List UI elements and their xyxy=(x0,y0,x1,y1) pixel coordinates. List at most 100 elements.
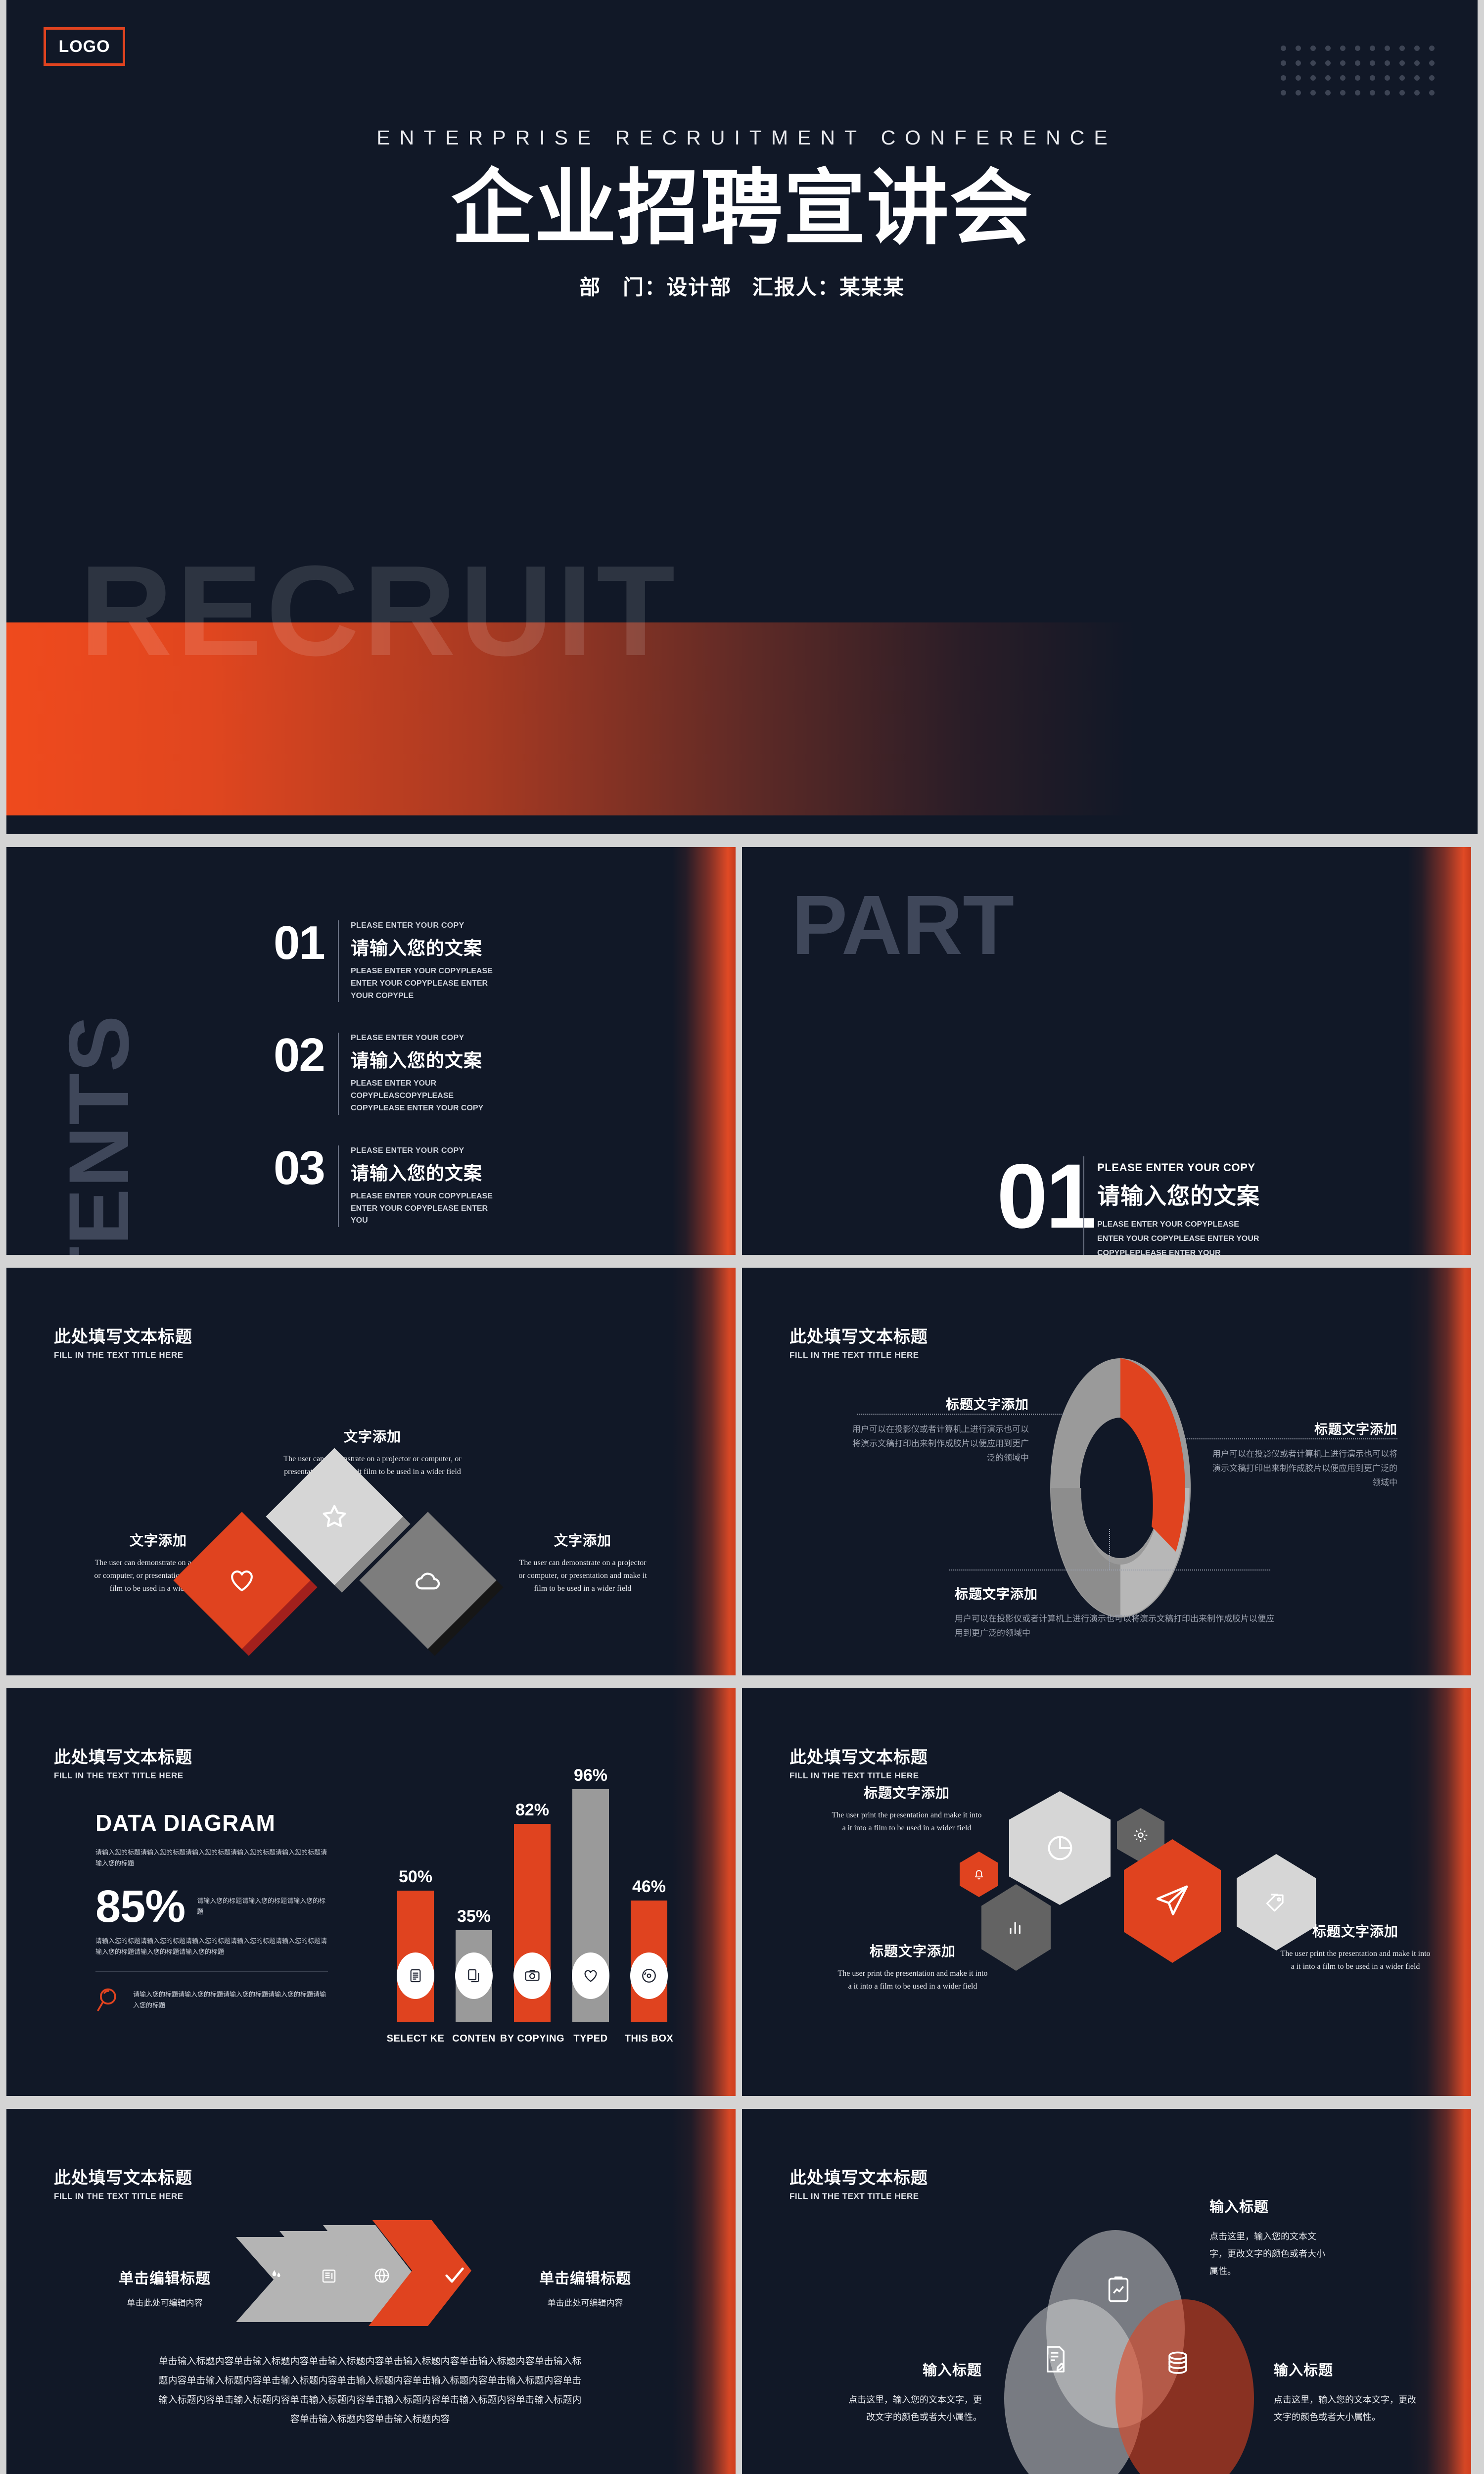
diamond-body: The user can demonstrate on a projector … xyxy=(283,1455,462,1476)
hex-tag[interactable] xyxy=(1237,1854,1316,1951)
toc-label-cn: 请输入您的文案 xyxy=(351,1050,482,1071)
slide-hexagons[interactable]: 此处填写文本标题 FILL IN THE TEXT TITLE HERE xyxy=(742,1688,1471,2096)
disc-icon xyxy=(630,1952,668,1999)
toc-item[interactable]: 01 PLEASE ENTER YOUR COPY 请输入您的文案 PLEASE… xyxy=(274,919,580,1002)
bar-group[interactable]: 82% BY COPYING xyxy=(500,1801,564,2044)
diamond-card-star[interactable] xyxy=(266,1448,403,1585)
bar-value-label: 35% xyxy=(457,1907,491,1926)
heart-icon xyxy=(228,1566,256,1595)
big-percent-desc: 请输入您的标题请输入您的标题请输入您的标题 xyxy=(197,1897,326,1915)
news-icon xyxy=(320,2267,338,2285)
page-title-cn: 此处填写文本标题 xyxy=(789,2169,928,2188)
data-diagram-title: DATA DIAGRAM xyxy=(95,1810,276,1836)
part-word: PART xyxy=(791,878,1015,972)
cover-meta: 部 门：设计部 汇报人：某某某 xyxy=(6,271,1478,301)
venn-heading: 输入标题 xyxy=(922,2363,982,2379)
hex-paper-plane[interactable] xyxy=(1124,1839,1221,1963)
cover-title-cn: 企业招聘宣讲会 xyxy=(451,163,1033,254)
cover-orange-band xyxy=(6,622,1134,815)
toc-en-body: PLEASE ENTER YOUR COPYPLEASE ENTER YOUR … xyxy=(351,967,493,1000)
toc-en-top: PLEASE ENTER YOUR COPY xyxy=(351,1034,464,1043)
page-title-cn: 此处填写文本标题 xyxy=(789,1328,928,1346)
slide-venn-diagram[interactable]: 此处填写文本标题 FILL IN THE TEXT TITLE HERE xyxy=(742,2109,1471,2474)
slide-part-divider[interactable]: PART 01 PLEASE ENTER YOUR COPY 请输入您的文案 P… xyxy=(742,847,1471,1255)
edge-glow xyxy=(672,1268,736,1675)
diamond-text-top: 文字添加 The user can demonstrate on a proje… xyxy=(274,1426,471,1478)
venn-heading: 输入标题 xyxy=(1209,2199,1269,2215)
venn-circle-right[interactable] xyxy=(1115,2299,1254,2474)
heart-icon xyxy=(572,1952,609,1999)
hex-text-bottom-right: 标题文字添加 The user print the presentation a… xyxy=(1279,1921,1432,1973)
bar-value-label: 82% xyxy=(515,1801,550,1819)
bar-group[interactable]: 46% THIS BOX xyxy=(625,1877,673,2044)
clipboard-chart-icon xyxy=(1106,2275,1131,2305)
slide-cover[interactable]: LOGO RECRUIT ENTERPRISE RECRUITMENT CONF… xyxy=(6,0,1478,834)
donut-body: 用户可以在投影仪或者计算机上进行演示也可以将演示文稿打印出来制作成胶片以便应用到… xyxy=(955,1614,1274,1638)
pie-chart-icon xyxy=(1044,1832,1076,1864)
bar-group[interactable]: 35% CONTEN xyxy=(452,1907,495,2044)
donut-label-right: 标题文字添加 用户可以在投影仪或者计算机上进行演示也可以将演示文稿打印出来制作成… xyxy=(1205,1419,1397,1490)
diamond-heading: 文字添加 xyxy=(343,1429,401,1444)
page-title: 此处填写文本标题 FILL IN THE TEXT TITLE HERE xyxy=(54,1744,192,1781)
diamond-card-cloud[interactable] xyxy=(359,1512,497,1649)
venn-label-right: 输入标题 点击这里，输入您的文本文字，更改文字的颜色或者大小属性。 xyxy=(1274,2359,1417,2426)
slide-bar-chart[interactable]: 此处填写文本标题 FILL IN THE TEXT TITLE HERE DAT… xyxy=(6,1688,736,2096)
bar-group[interactable]: 50% SELECT KE xyxy=(387,1867,444,2044)
bell-icon xyxy=(972,1867,986,1881)
slide-diamond-three[interactable]: 此处填写文本标题 FILL IN THE TEXT TITLE HERE 文字添… xyxy=(6,1268,736,1675)
diamond-card-heart[interactable] xyxy=(173,1512,311,1649)
venn-body: 点击这里，输入您的文本文字，更改文字的颜色或者大小属性。 xyxy=(1209,2232,1325,2277)
bar-group[interactable]: 96% TYPED xyxy=(572,1766,609,2044)
page-title-en: FILL IN THE TEXT TITLE HERE xyxy=(789,2191,919,2201)
leader-line-right xyxy=(1182,1438,1397,1439)
list-icon xyxy=(397,1952,434,1999)
bar-chart-plot: 50% SELECT KE 35% xyxy=(387,1755,704,2044)
slide-contents[interactable]: CONTENTS 01 PLEASE ENTER YOUR COPY 请输入您的… xyxy=(6,847,736,1255)
hex-pie-chart[interactable] xyxy=(1009,1791,1111,1905)
bar-category-label: CONTEN xyxy=(452,2033,496,2044)
cover-reporter: 汇报人：某某某 xyxy=(752,276,905,299)
slide-row-3: 此处填写文本标题 FILL IN THE TEXT TITLE HERE 文字添… xyxy=(0,1268,1484,1675)
page-title: 此处填写文本标题 FILL IN THE TEXT TITLE HERE xyxy=(54,2164,192,2201)
venn-label-left: 输入标题 点击这里，输入您的文本文字，更改文字的颜色或者大小属性。 xyxy=(843,2359,982,2426)
arrow-label-left: 单击编辑标题 单击此处可编辑内容 xyxy=(100,2266,229,2308)
search-icon xyxy=(95,1985,124,2014)
part-en-body: PLEASE ENTER YOUR COPYPLEASE ENTER YOUR … xyxy=(1097,1220,1259,1255)
cover-subtitle-en: ENTERPRISE RECRUITMENT CONFERENCE xyxy=(376,126,1117,149)
hex-text-bottom-left: 标题文字添加 The user print the presentation a… xyxy=(836,1941,989,1993)
toc-en-top: PLEASE ENTER YOUR COPY xyxy=(351,921,464,930)
page-title: 此处填写文本标题 FILL IN THE TEXT TITLE HERE xyxy=(54,1323,192,1360)
donut-chart-graphic xyxy=(1050,1358,1191,1618)
toc-item[interactable]: 02 PLEASE ENTER YOUR COPY 请输入您的文案 PLEASE… xyxy=(274,1032,580,1115)
page-title-en: FILL IN THE TEXT TITLE HERE xyxy=(789,1771,919,1780)
slide-row-2: CONTENTS 01 PLEASE ENTER YOUR COPY 请输入您的… xyxy=(0,847,1484,1255)
hex-bell[interactable] xyxy=(960,1852,998,1897)
page-title-en: FILL IN THE TEXT TITLE HERE xyxy=(54,1771,184,1780)
donut-body: 用户可以在投影仪或者计算机上进行演示也可以将演示文稿打印出来制作成胶片以便应用到… xyxy=(1212,1449,1397,1488)
hex-text-top-left: 标题文字添加 The user print the presentation a… xyxy=(830,1782,983,1835)
edge-glow xyxy=(672,847,736,1255)
leader-line-left xyxy=(857,1414,1065,1415)
divider xyxy=(95,1971,328,1972)
edge-glow xyxy=(1408,1688,1471,2096)
hex-heading: 标题文字添加 xyxy=(869,1944,956,1959)
donut-heading: 标题文字添加 xyxy=(955,1587,1038,1602)
camera-icon xyxy=(513,1952,551,1999)
slide-arrow-process[interactable]: 此处填写文本标题 FILL IN THE TEXT TITLE HERE xyxy=(6,2109,736,2474)
page-title: 此处填写文本标题 FILL IN THE TEXT TITLE HERE xyxy=(789,2164,928,2201)
arrow-chevron-group xyxy=(236,2220,471,2326)
search-note-row: 请输入您的标题请输入您的标题请输入您的标题请输入您的标题请输入您的标题 xyxy=(95,1985,338,2014)
table-of-contents: 01 PLEASE ENTER YOUR COPY 请输入您的文案 PLEASE… xyxy=(274,919,580,1255)
logo-badge[interactable]: LOGO xyxy=(44,27,125,66)
dot-grid-decoration xyxy=(1276,41,1439,100)
part-content: 01 PLEASE ENTER YOUR COPY 请输入您的文案 PLEASE… xyxy=(997,1151,1260,1255)
toc-item[interactable]: 03 PLEASE ENTER YOUR COPY 请输入您的文案 PLEASE… xyxy=(274,1144,580,1228)
slide-donut-chart[interactable]: 此处填写文本标题 FILL IN THE TEXT TITLE HERE xyxy=(742,1268,1471,1675)
donut-label-left: 标题文字添加 用户可以在投影仪或者计算机上进行演示也可以将演示文稿打印出来制作成… xyxy=(846,1394,1029,1466)
hex-bar-chart[interactable] xyxy=(981,1884,1051,1971)
cover-department: 部 门：设计部 xyxy=(579,276,732,299)
arrow-right-body: 单击此处可编辑内容 xyxy=(547,2298,623,2308)
copy-icon xyxy=(455,1952,493,1999)
bar-value-label: 46% xyxy=(632,1877,666,1896)
